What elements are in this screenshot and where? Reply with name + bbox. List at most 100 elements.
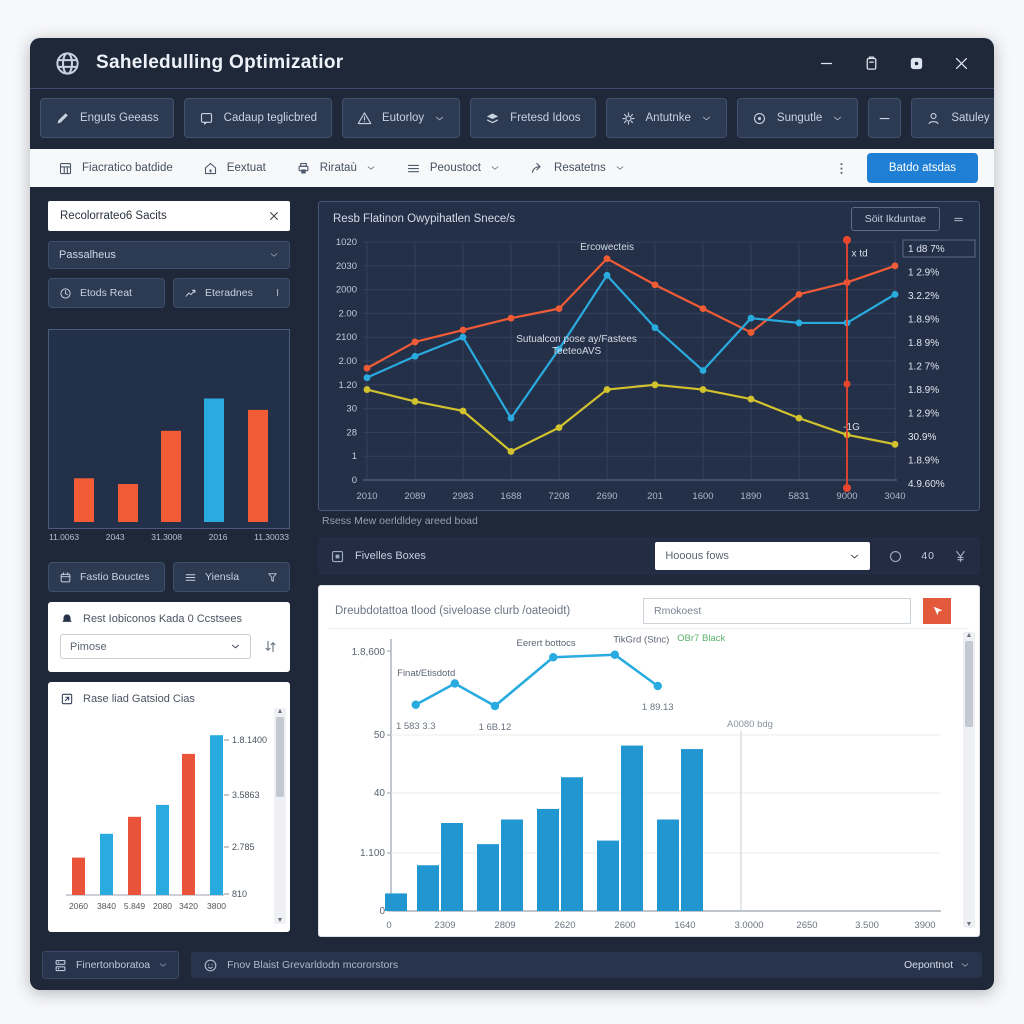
- toolbar-button[interactable]: Antutnke: [605, 98, 727, 138]
- focus-dropdown-value: Hooous fows: [665, 550, 729, 562]
- toolbar-button[interactable]: Eutorloy: [341, 98, 461, 138]
- toolbar-button-label: Satuley: [951, 112, 990, 124]
- toolbar-button-label: Enguts Geeass: [80, 112, 159, 124]
- gear-icon: [621, 111, 636, 126]
- sidebar-button[interactable]: Etods Reat: [48, 278, 165, 308]
- scrollbar-thumb[interactable]: [965, 641, 973, 727]
- app-window: Saheledulling Optimizatior Enguts Geeass…: [30, 38, 994, 990]
- svg-text:Finat/Etisdotd: Finat/Etisdotd: [397, 668, 455, 679]
- nav-item[interactable]: Peoustoct: [406, 161, 500, 176]
- svg-text:TikGrd (Stnc): TikGrd (Stnc): [613, 634, 669, 645]
- titlebar: Saheledulling Optimizatior: [30, 38, 994, 89]
- sidebar-button[interactable]: Fastio Bouctes: [48, 562, 165, 592]
- chart-caption: Rsess Mew oerldldey areed boad: [322, 515, 478, 527]
- filter-dropdown[interactable]: Pimose: [60, 634, 251, 659]
- toolbar-button-label: Fretesd Idoos: [510, 112, 581, 124]
- svg-text:3040: 3040: [884, 491, 905, 502]
- chart-menu-icon[interactable]: [952, 213, 965, 226]
- svg-text:2000: 2000: [336, 285, 357, 296]
- overflow-menu-icon[interactable]: [834, 161, 849, 176]
- nav-item[interactable]: Eextuat: [203, 161, 266, 176]
- sidebar-tool-buttons: Fastio Bouctes Yiensla: [48, 562, 290, 592]
- status-left-label: Finertonboratoa: [76, 959, 151, 971]
- svg-text:810: 810: [232, 889, 247, 899]
- status-left-button[interactable]: Finertonboratoa: [42, 951, 180, 979]
- scroll-up-icon[interactable]: ▲: [965, 632, 973, 639]
- sidebar-dropdown[interactable]: Passalheus: [48, 241, 290, 269]
- minimize-button[interactable]: [818, 55, 835, 72]
- toolbar-button-label: Cadaup teglicbred: [223, 112, 317, 124]
- svg-text:7208: 7208: [548, 491, 569, 502]
- nav-item[interactable]: Fiacratico batdide: [58, 161, 173, 176]
- chevron-down-icon: [849, 551, 860, 562]
- top-toolbar: Enguts Geeass Cadaup teglicbred Eutorloy Fr…: [30, 97, 994, 139]
- sidebar-mini-bar-chart: [74, 398, 268, 522]
- bottom-search-input[interactable]: [652, 604, 902, 618]
- svg-text:2600: 2600: [614, 920, 635, 931]
- sidebar-button[interactable]: Eteradnes I: [173, 278, 290, 308]
- submit-button[interactable]: [923, 598, 951, 624]
- toolbar-button[interactable]: Satuley: [911, 98, 994, 138]
- toolbar-button[interactable]: Enguts Geeass: [40, 98, 174, 138]
- status-right-dropdown[interactable]: Oepontnot: [904, 959, 970, 971]
- toolbar-button[interactable]: [868, 98, 902, 138]
- funnel-icon: [266, 571, 279, 584]
- chevron-down-icon: [366, 163, 376, 173]
- sidebar-search-input[interactable]: [58, 209, 260, 223]
- toolbar-button[interactable]: Sungutle: [736, 98, 859, 138]
- sidebar-button[interactable]: Yiensla: [173, 562, 290, 592]
- nav-item[interactable]: Resatetns: [530, 161, 625, 176]
- scroll-up-icon[interactable]: ▲: [276, 708, 284, 715]
- scroll-down-icon[interactable]: ▼: [276, 917, 284, 924]
- svg-text:2100: 2100: [336, 332, 357, 343]
- svg-text:-1G: -1G: [843, 422, 860, 433]
- chevron-down-icon: [158, 960, 168, 970]
- svg-text:0: 0: [379, 906, 385, 917]
- maximize-button[interactable]: [908, 55, 925, 72]
- sidebar-chart-scrollbar[interactable]: ▲ ▼: [274, 708, 286, 924]
- svg-text:0: 0: [386, 920, 391, 931]
- svg-text:5.849: 5.849: [124, 901, 146, 911]
- focus-dropdown[interactable]: Hooous fows: [655, 542, 871, 570]
- svg-text:1688: 1688: [500, 491, 521, 502]
- mini-chart-x-label: 11.30033: [254, 532, 289, 542]
- nav-item-label: Rirataù: [319, 162, 357, 174]
- collapse-icon[interactable]: [953, 549, 968, 564]
- svg-text:2809: 2809: [494, 920, 515, 931]
- toolbar-button-label: Antutnke: [645, 112, 691, 124]
- svg-text:1.8.9%: 1.8.9%: [908, 385, 939, 396]
- bottom-panel-scrollbar[interactable]: ▲ ▼: [963, 632, 975, 928]
- sidebar-bar-chart: 1.8.1400 3.5863 2.785 810 2060 3840 5.849 2080 3…: [66, 735, 267, 911]
- chevron-down-icon: [434, 113, 445, 124]
- scrollbar-thumb[interactable]: [276, 717, 284, 797]
- clipboard-button[interactable]: [863, 55, 880, 72]
- svg-text:50: 50: [374, 730, 386, 741]
- svg-text:2.00: 2.00: [339, 308, 358, 319]
- svg-text:3.2.2%: 3.2.2%: [908, 291, 939, 302]
- calendar-icon: [59, 571, 72, 584]
- svg-text:5831: 5831: [788, 491, 809, 502]
- primary-action-button[interactable]: Batdo atsdas: [866, 153, 978, 183]
- clear-search-icon[interactable]: [268, 210, 280, 222]
- svg-text:2080: 2080: [153, 901, 172, 911]
- svg-text:3420: 3420: [179, 901, 198, 911]
- nav-toolbar: Fiacratico batdide Eextuat Rirataù Peoustoc…: [30, 149, 994, 187]
- sort-button[interactable]: Söit Ikduntae: [850, 207, 940, 231]
- svg-text:2010: 2010: [356, 491, 377, 502]
- nav-item[interactable]: Rirataù: [296, 161, 376, 176]
- svg-text:3.0000: 3.0000: [734, 920, 763, 931]
- toolbar-button[interactable]: Fretesd Idoos: [470, 98, 596, 138]
- toolbar-button[interactable]: Cadaup teglicbred: [183, 98, 332, 138]
- scroll-down-icon[interactable]: ▼: [965, 921, 973, 928]
- close-button[interactable]: [953, 55, 970, 72]
- sidebar-mini-chart-labels: 11.0063 2043 31.3008 2016 11.30033: [48, 532, 290, 545]
- svg-text:Eerert bottocs: Eerert bottocs: [517, 638, 576, 649]
- status-circle-icon[interactable]: [888, 549, 903, 564]
- sidebar-button-label: Etods Reat: [80, 287, 132, 299]
- svg-text:1.20: 1.20: [339, 380, 358, 391]
- person-icon: [926, 111, 941, 126]
- minus-icon: [877, 111, 892, 126]
- sort-swap-icon[interactable]: [263, 639, 278, 654]
- frame-icon: [330, 549, 345, 564]
- toolbar-button-label: Sungutle: [776, 112, 823, 124]
